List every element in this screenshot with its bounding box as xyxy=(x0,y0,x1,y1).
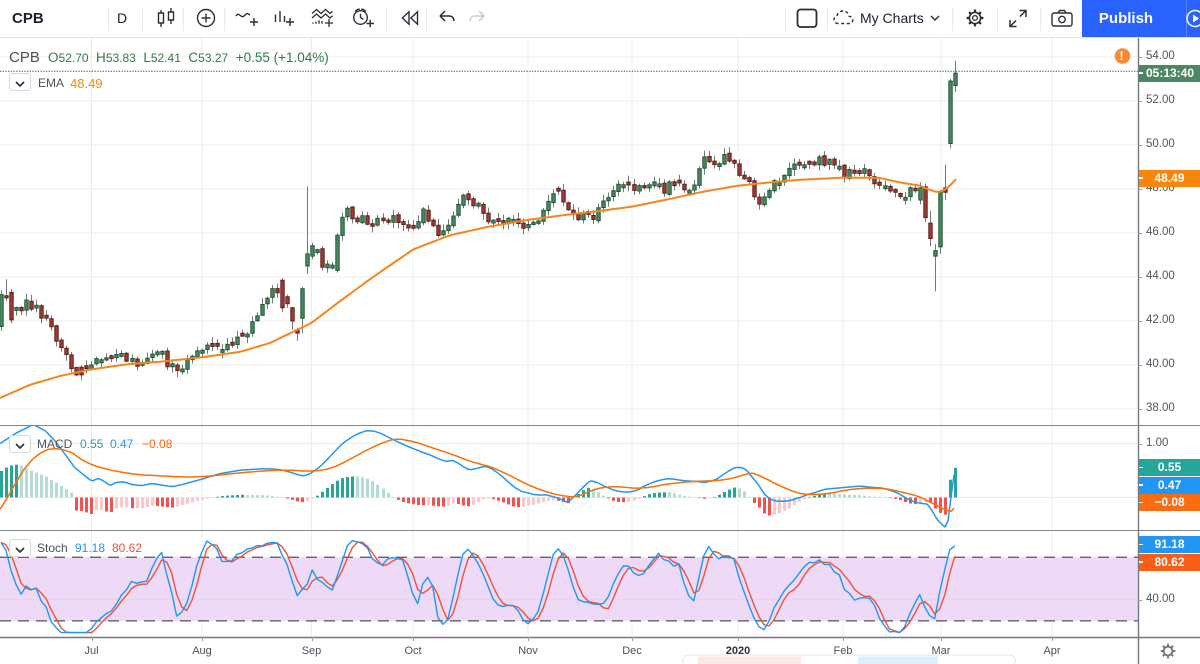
svg-text:!: ! xyxy=(1120,49,1124,63)
